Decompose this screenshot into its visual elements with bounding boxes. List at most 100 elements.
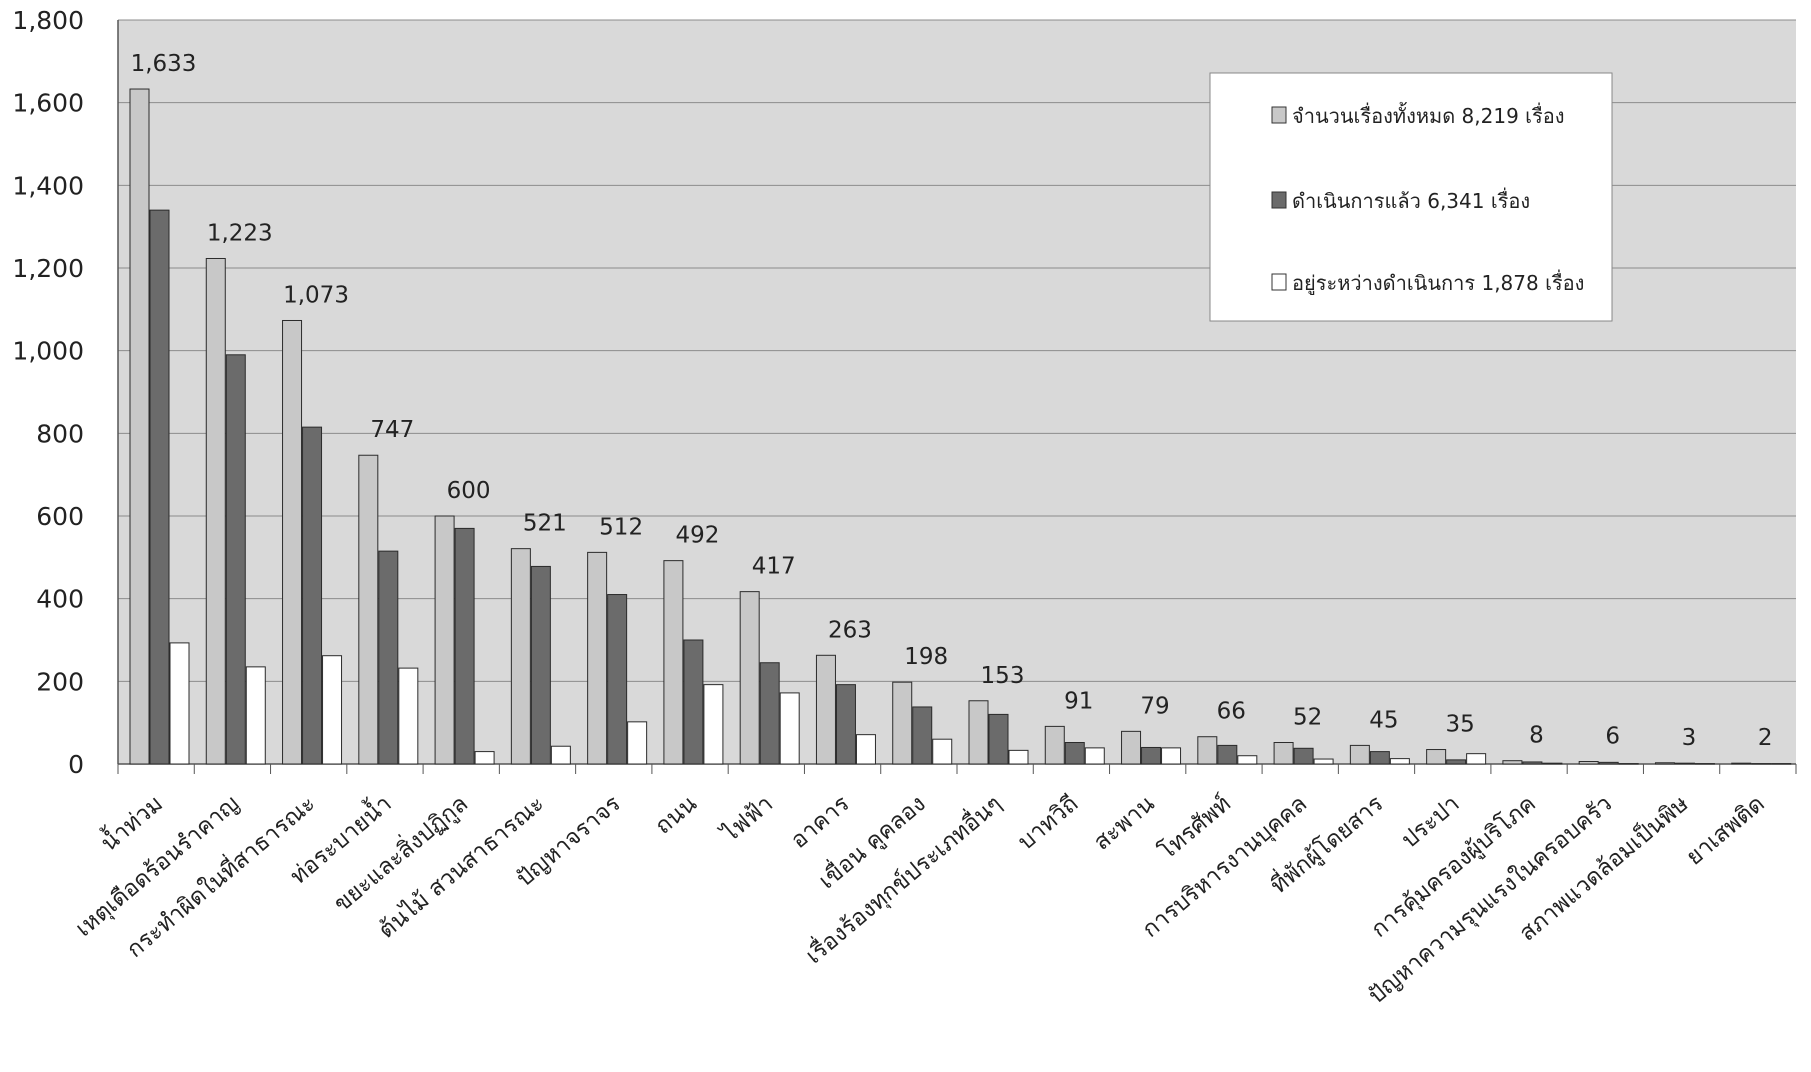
legend-label-pending: อยู่ระหว่างดำเนินการ 1,878 เรื่อง (1292, 269, 1584, 296)
bar-total (587, 551, 608, 765)
bar-done (988, 713, 1009, 765)
bar-pending (474, 751, 495, 765)
data-label: 2 (1758, 725, 1773, 751)
y-tick-label: 1,000 (12, 337, 84, 366)
data-label: 492 (675, 523, 719, 549)
x-tick-marks (117, 764, 1797, 774)
data-label: 3 (1682, 725, 1697, 751)
bar-done (1217, 744, 1238, 765)
bar-done (149, 209, 170, 765)
data-label: 521 (523, 511, 567, 537)
bar-done (683, 639, 704, 765)
bar-total (1654, 762, 1675, 765)
bar-done (302, 426, 323, 765)
category-label: ถนน (650, 791, 702, 840)
bar-total (1197, 736, 1218, 765)
bar-total (1349, 744, 1370, 765)
category-label: อาคาร (786, 791, 854, 854)
legend: จำนวนเรื่องทั้งหมด 8,219 เรื่อง ดำเนินกา… (1209, 72, 1613, 322)
bar-total (1044, 725, 1065, 765)
data-label: 512 (599, 514, 643, 540)
bar-total (510, 548, 531, 765)
bar-total (1731, 762, 1752, 765)
data-label: 153 (981, 663, 1025, 689)
bar-pending (398, 667, 419, 765)
bar-total (739, 591, 760, 765)
bar-pending (322, 655, 343, 765)
data-label: 45 (1369, 707, 1398, 733)
data-label: 747 (370, 417, 414, 443)
bars (129, 88, 1792, 765)
category-label: ประปา (1397, 791, 1465, 854)
bar-pending (169, 642, 190, 765)
bar-total (282, 319, 303, 765)
bar-total (205, 257, 226, 765)
bar-done (607, 594, 628, 765)
bar-pending (703, 684, 724, 765)
bar-done (1751, 763, 1772, 765)
bar-total (663, 560, 684, 765)
category-label: ขยะและสิ่งปฏิกูล (327, 788, 474, 918)
data-label: 6 (1605, 724, 1620, 750)
data-label: 417 (752, 554, 796, 580)
bar-pending (1694, 763, 1715, 765)
data-labels: 1,633 1,223 1,073 747 600 521 512 492 417 2 6 3 198 1… (131, 51, 1773, 751)
bar-done (225, 354, 246, 765)
data-label: 1,633 (131, 51, 197, 77)
bar-done (1369, 751, 1390, 765)
bar-done (454, 527, 475, 765)
data-label: 600 (447, 478, 491, 504)
y-tick-label: 1,400 (12, 171, 84, 200)
legend-label-total: จำนวนเรื่องทั้งหมด 8,219 เรื่อง (1292, 102, 1565, 128)
bar-total (1502, 760, 1523, 765)
bar-pending (550, 745, 571, 765)
bar-total (968, 700, 989, 765)
bar-pending (627, 721, 648, 765)
bar-done (1141, 746, 1162, 765)
bar-pending (1237, 755, 1258, 765)
bar-pending (1389, 758, 1410, 765)
y-tick-label: 0 (68, 750, 84, 779)
category-label: ไฟฟ้า (716, 790, 779, 849)
category-label: บาทวิถี (1013, 791, 1083, 856)
data-label: 66 (1217, 699, 1246, 725)
bar-pending (779, 692, 800, 765)
legend-label-done: ดำเนินการแล้ว 6,341 เรื่อง (1292, 187, 1530, 213)
y-tick-label: 200 (36, 667, 84, 696)
category-label: น้ำท่วม (94, 788, 168, 857)
data-label: 52 (1293, 705, 1322, 731)
y-tick-label: 1,600 (12, 89, 84, 118)
y-tick-label: 600 (36, 502, 84, 531)
bar-pending (1313, 758, 1334, 765)
y-tick-label: 400 (36, 585, 84, 614)
y-tick-labels: 0 200 400 600 800 1,000 1,200 1,400 1,600 1,800 (12, 6, 84, 779)
bar-total (1426, 749, 1447, 765)
bar-done (1064, 742, 1085, 765)
category-label: ยาเสพติด (1682, 791, 1770, 871)
bar-total (358, 454, 379, 765)
bar-done (1522, 761, 1543, 765)
bar-pending (1084, 747, 1105, 765)
data-label: 198 (904, 644, 948, 670)
data-label: 1,073 (283, 282, 349, 308)
bar-total (892, 681, 913, 765)
bar-pending (855, 734, 876, 765)
bar-pending (932, 738, 953, 765)
bar-done (1674, 762, 1695, 765)
bar-done (530, 565, 551, 765)
bar-done (1446, 759, 1467, 765)
y-tick-label: 1,200 (12, 254, 84, 283)
data-label: 8 (1529, 723, 1544, 749)
bar-pending (1542, 762, 1563, 765)
data-label: 79 (1140, 693, 1169, 719)
bar-done (912, 706, 933, 765)
bar-pending (1466, 753, 1487, 765)
data-label: 1,223 (207, 220, 273, 246)
data-label: 35 (1445, 712, 1474, 738)
category-labels: น้ำท่วมเหตุเดือดร้อนรำคาญกระทำผิดในที่สา… (71, 788, 1770, 1010)
bar-pending (1771, 763, 1792, 765)
y-tick-label: 800 (36, 419, 84, 448)
legend-swatch-pending (1271, 273, 1287, 291)
bar-done (835, 684, 856, 765)
